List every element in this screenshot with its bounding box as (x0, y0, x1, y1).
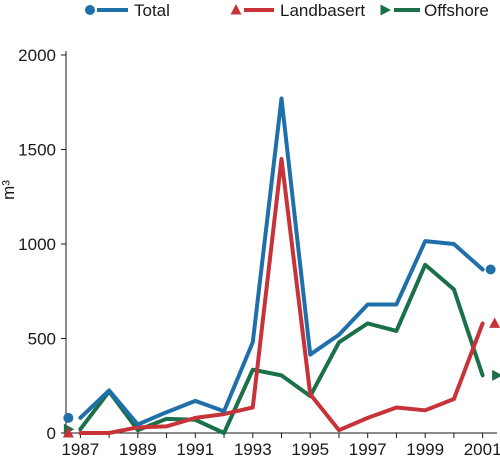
legend-marker (85, 5, 95, 15)
series-line (78, 96, 485, 427)
series-line (78, 156, 485, 435)
x-tick-label: 1989 (119, 440, 157, 458)
x-axis: 1987 1989 1991 1993 1995 1997 1999 2001 (61, 432, 500, 458)
legend-item-total: Total (85, 1, 170, 20)
x-tick-label: 1997 (349, 440, 387, 458)
x-tick-label: 1995 (291, 440, 329, 458)
series-end-marker (492, 369, 500, 381)
series-offshore (63, 262, 500, 435)
series-line (78, 262, 485, 435)
series-start-marker (62, 427, 74, 438)
legend-marker (380, 4, 391, 16)
x-tick-label: 1991 (176, 440, 214, 458)
y-axis-label: m³ (0, 180, 18, 200)
x-tick-label: 2001 (464, 440, 500, 458)
x-tick-label: 1993 (234, 440, 272, 458)
series-total (63, 96, 496, 427)
x-tick-label: 1987 (61, 440, 99, 458)
series-end-marker (485, 264, 496, 275)
series-layer (62, 96, 500, 438)
series-end-marker (489, 317, 500, 328)
legend-label: Offshore (424, 1, 489, 20)
legend-label: Landbasert (280, 1, 365, 20)
legend-label: Total (134, 1, 170, 20)
y-tick-label: 1000 (18, 235, 56, 254)
y-tick-label: 2000 (18, 46, 56, 65)
legend-item-landbasert: Landbasert (230, 1, 365, 20)
legend-marker (230, 4, 242, 15)
y-tick-label: 0 (47, 424, 56, 443)
y-axis: 0 500 1000 1500 2000 (18, 46, 67, 443)
y-tick-label: 500 (28, 330, 56, 349)
y-tick-label: 1500 (18, 141, 56, 160)
legend-item-offshore: Offshore (380, 1, 489, 20)
series-landbasert (62, 156, 500, 438)
x-tick-label: 1999 (406, 440, 444, 458)
series-start-marker (63, 412, 74, 423)
legend: Total Landbasert Offshore (85, 1, 489, 20)
